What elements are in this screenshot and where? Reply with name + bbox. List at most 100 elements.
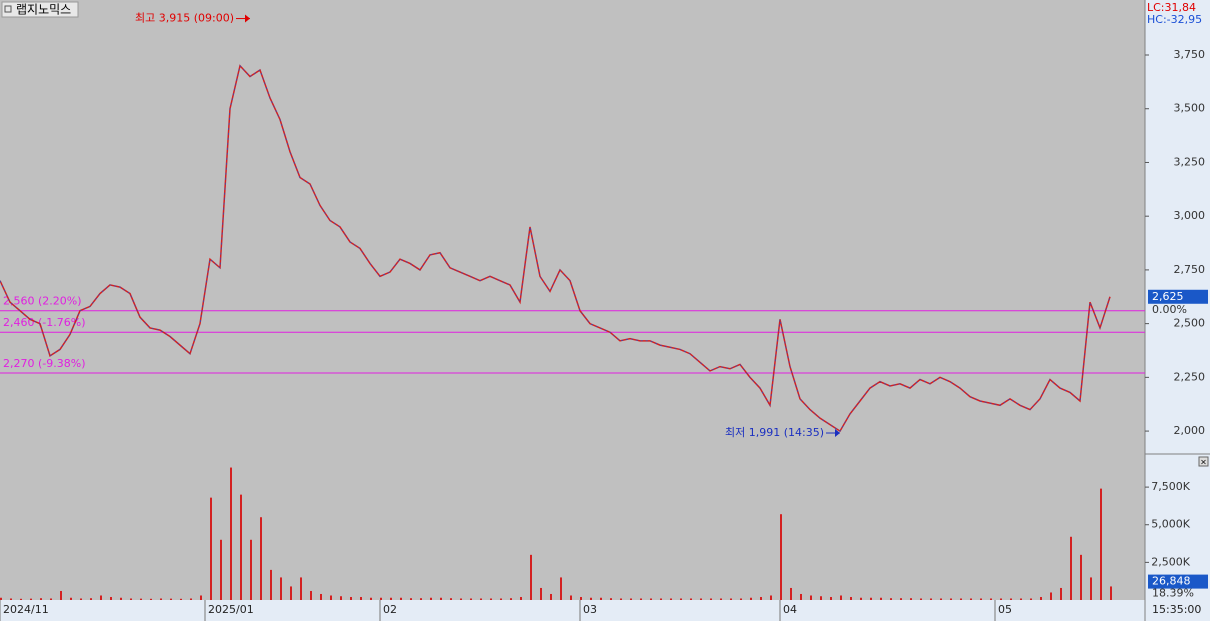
volume-bar (820, 596, 822, 600)
volume-bar (270, 569, 272, 600)
volume-bar (1110, 586, 1112, 600)
volume-bar (260, 517, 262, 600)
volume-bar (240, 494, 242, 600)
close-icon: × (1200, 458, 1207, 467)
high-annotation: 최고 3,915 (09:00) (135, 12, 234, 25)
time-label: 15:35:00 (1152, 603, 1201, 616)
header-stat: LC:31,84 (1147, 1, 1196, 14)
volume-bar (540, 587, 542, 600)
volume-bar (950, 598, 952, 600)
volume-bar (400, 597, 402, 600)
volume-panel (0, 455, 1145, 600)
volume-bar (100, 595, 102, 600)
volume-bar (120, 597, 122, 600)
volume-bar (490, 598, 492, 600)
volume-bar (280, 577, 282, 600)
volume-bar (0, 597, 2, 600)
close-button[interactable] (1198, 456, 1209, 467)
volume-bar (1040, 596, 1042, 600)
volume-bar (500, 598, 502, 600)
volume-change: 18.39% (1152, 587, 1194, 600)
volume-bar (870, 597, 872, 600)
volume-bar (630, 598, 632, 600)
volume-bar (520, 596, 522, 600)
price-panel (0, 0, 1145, 453)
price-line-shadow (0, 65, 1111, 432)
volume-bar (660, 598, 662, 600)
volume-bar (1030, 598, 1032, 600)
x-tick-label: 04 (783, 603, 797, 616)
chart-title: 랩지노믹스 (16, 3, 71, 17)
title-icon (4, 5, 12, 13)
level-label: 2,270 (-9.38%) (3, 357, 85, 370)
y-tick-label: 7,500K (1151, 480, 1190, 493)
volume-bar (550, 593, 552, 600)
volume-bar (910, 598, 912, 600)
volume-bar (880, 597, 882, 600)
volume-bar (840, 595, 842, 600)
volume-bar (960, 598, 962, 600)
volume-bar (330, 595, 332, 600)
volume-bar (1050, 592, 1052, 600)
volume-bar (650, 598, 652, 600)
level-label: 2,460 (-1.76%) (3, 316, 85, 329)
volume-bar (700, 598, 702, 600)
y-tick-label: 2,000 (1174, 424, 1206, 437)
volume-bar (250, 539, 252, 600)
y-tick-label: 3,250 (1174, 155, 1206, 168)
volume-bar (480, 598, 482, 600)
volume-bar (740, 598, 742, 600)
volume-bar (70, 597, 72, 600)
volume-bar (810, 595, 812, 600)
volume-bar (1020, 598, 1022, 600)
volume-bar (320, 593, 322, 600)
volume-bar (230, 467, 232, 600)
volume-bar (1010, 598, 1012, 600)
volume-bar (830, 596, 832, 600)
volume-bar (900, 598, 902, 600)
y-tick-label: 5,000K (1151, 518, 1190, 531)
title-box (1, 1, 79, 18)
volume-bar (640, 598, 642, 600)
volume-bar (110, 596, 112, 600)
y-tick-label: 2,500 (1174, 317, 1206, 330)
volume-bar (510, 598, 512, 600)
volume-bar (590, 597, 592, 600)
current-price-box (1148, 289, 1208, 304)
volume-bar (860, 597, 862, 600)
volume-bar (800, 593, 802, 600)
volume-bar (10, 598, 12, 600)
volume-bar (210, 497, 212, 600)
y-tick-label: 2,750 (1174, 263, 1206, 276)
volume-bar (730, 598, 732, 600)
volume-bar (160, 598, 162, 600)
volume-bar (610, 598, 612, 600)
volume-bar (850, 596, 852, 600)
volume-bar (680, 598, 682, 600)
header-stat: HC:-32,95 (1147, 13, 1202, 26)
x-tick-label: 05 (998, 603, 1012, 616)
volume-bar (290, 586, 292, 600)
volume-bar (990, 598, 992, 600)
volume-bar (440, 597, 442, 600)
volume-bar (180, 598, 182, 600)
current-change: 0.00% (1152, 303, 1187, 316)
current-price: 2,625 (1152, 290, 1184, 303)
x-tick-label: 2024/11 (3, 603, 49, 616)
volume-bar (80, 598, 82, 600)
volume-bar (970, 598, 972, 600)
volume-bar (980, 598, 982, 600)
volume-bar (920, 598, 922, 600)
volume-bar (600, 597, 602, 600)
volume-bar (380, 597, 382, 600)
volume-bar (790, 587, 792, 600)
x-tick-label: 2025/01 (208, 603, 254, 616)
volume-bar (410, 598, 412, 600)
volume-bar (570, 595, 572, 600)
volume-bar (470, 598, 472, 600)
low-annotation: 최저 1,991 (14:35) (725, 426, 824, 439)
volume-bar (220, 539, 222, 600)
volume-bar (940, 598, 942, 600)
volume-bar (430, 597, 432, 600)
volume-bar (40, 598, 42, 600)
